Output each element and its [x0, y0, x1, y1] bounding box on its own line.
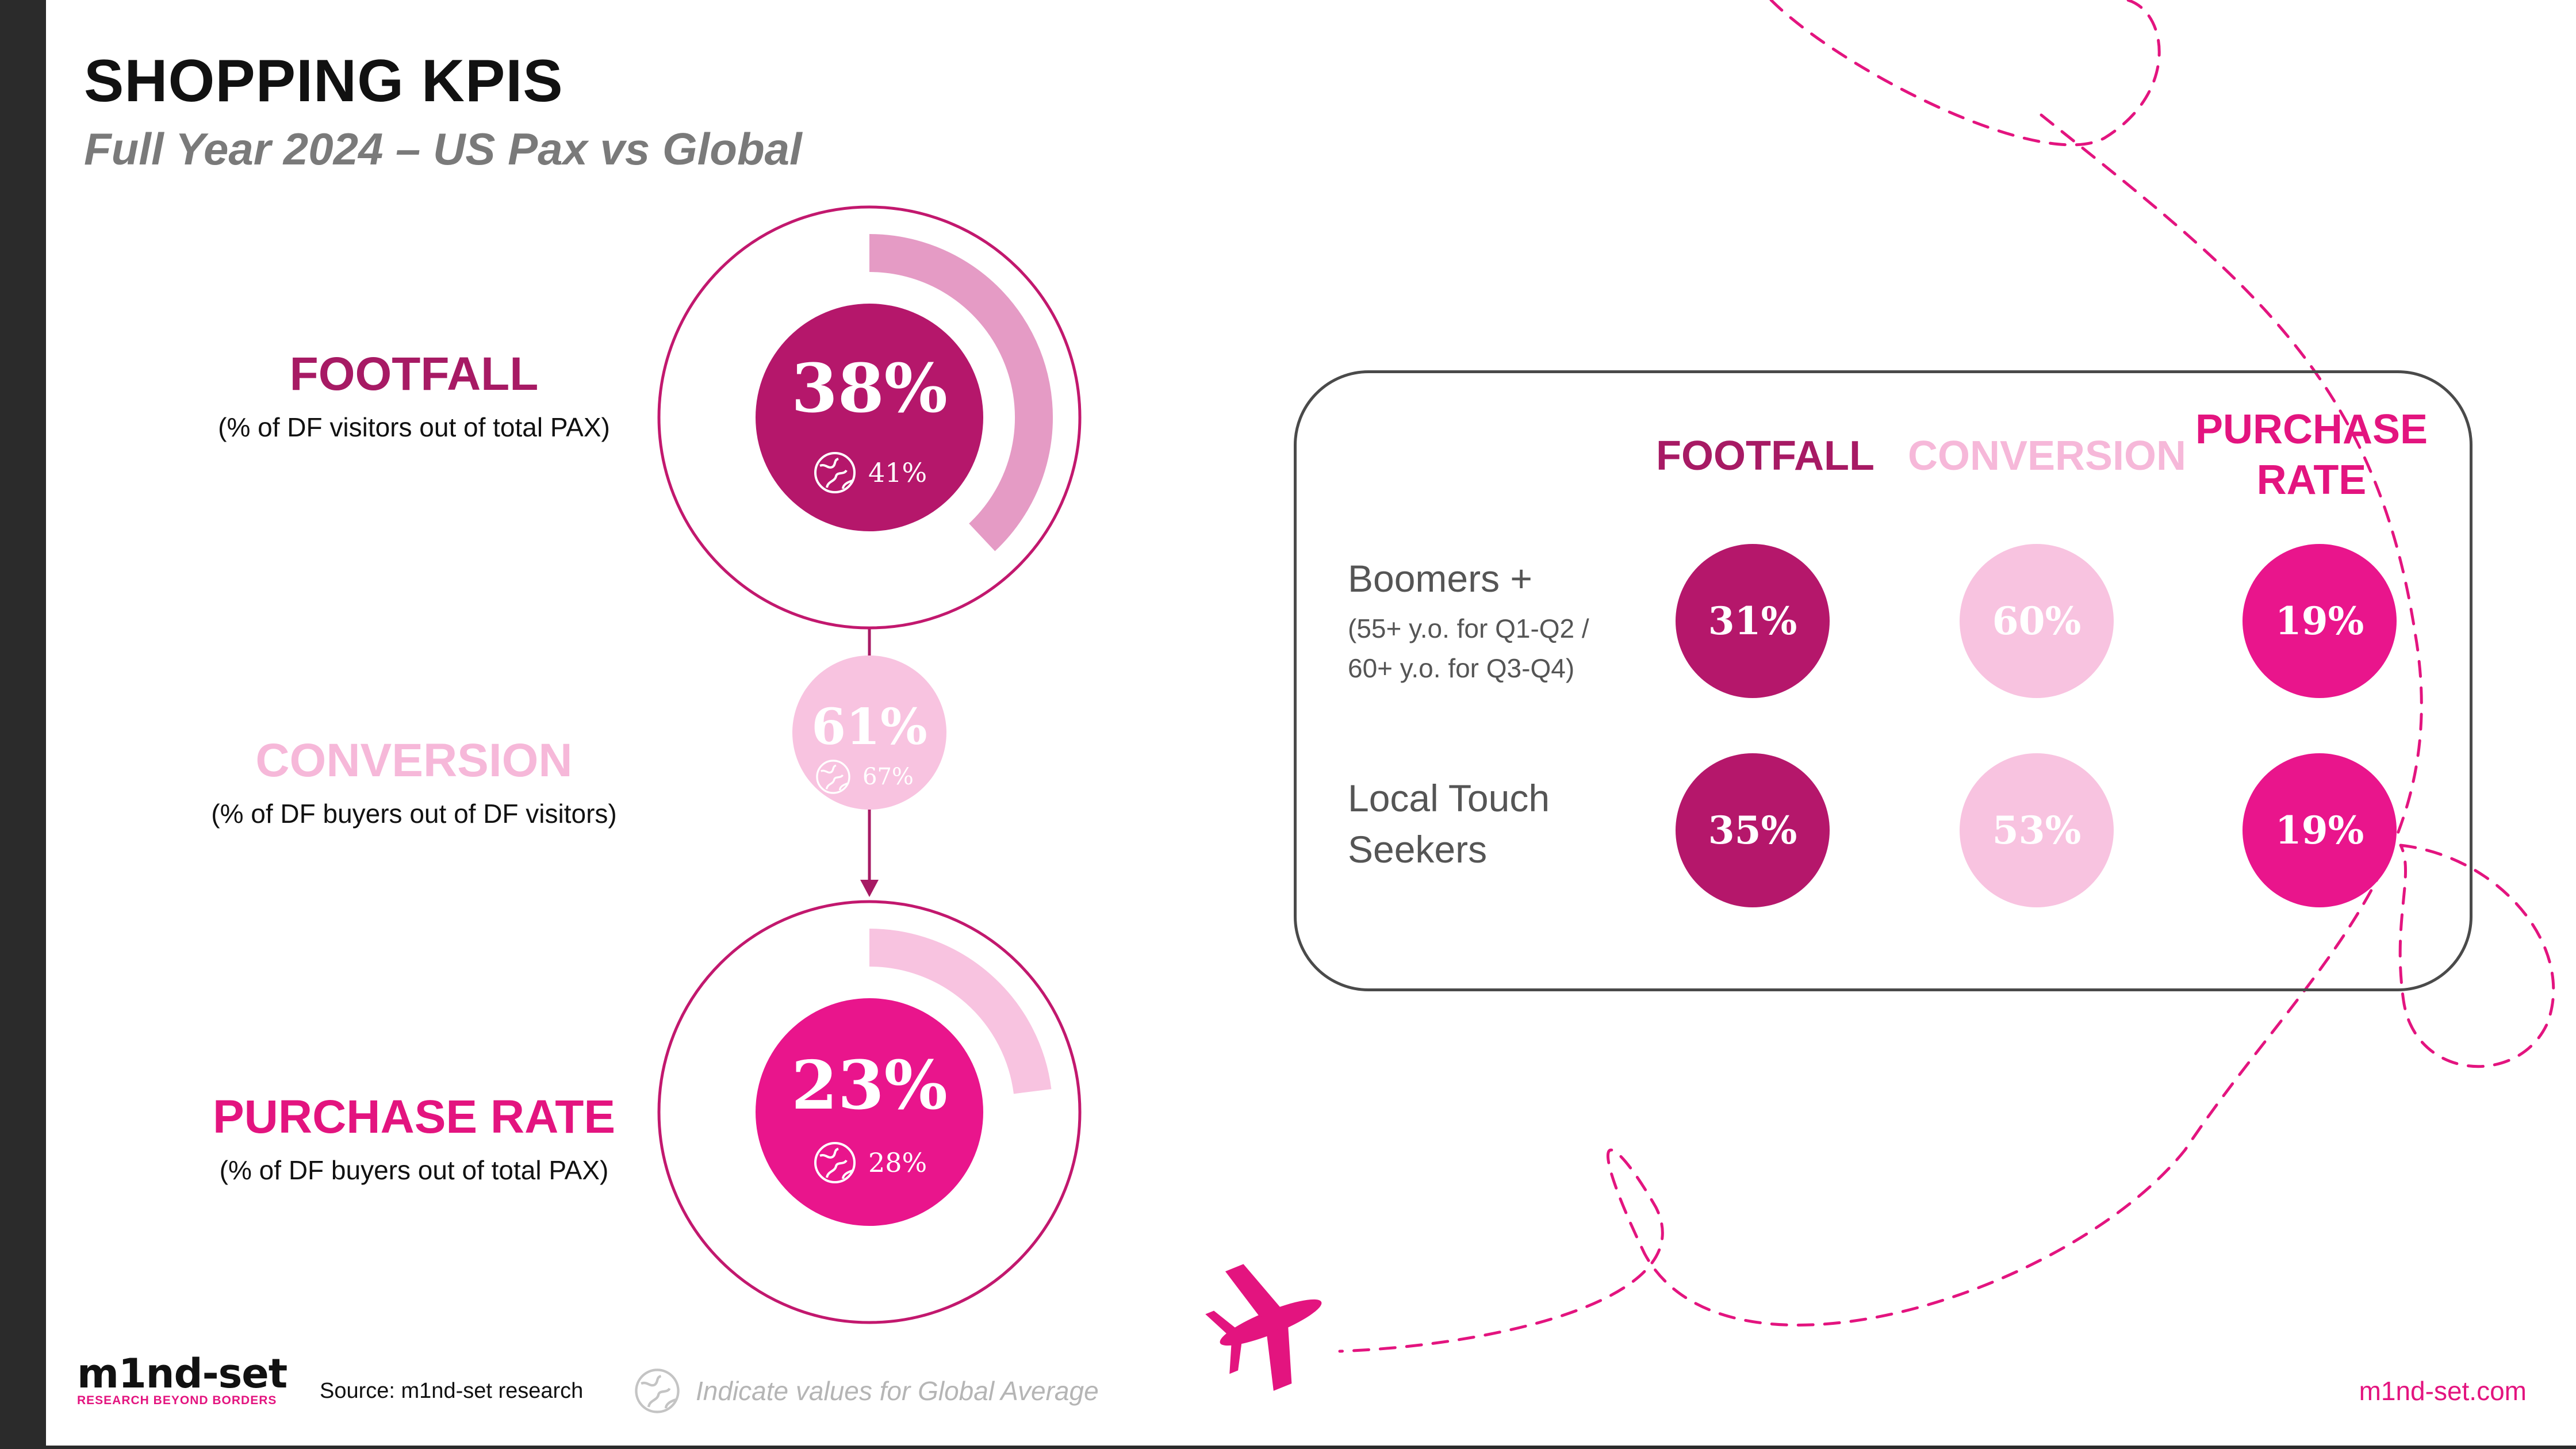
global-average-legend: Indicate values for Global Average — [632, 1366, 1099, 1416]
kpi-label-footfall: FOOTFALL (% of DF visitors out of total … — [126, 347, 702, 443]
website-link[interactable]: m1nd-set.com — [2359, 1376, 2527, 1406]
global-value-text: 41% — [868, 457, 927, 488]
bottom-edge-line — [46, 1446, 2576, 1449]
kpi-description: (% of DF buyers out of total PAX) — [219, 1155, 609, 1185]
kpi-name: CONVERSION — [255, 734, 573, 787]
row-title: Boomers + — [1348, 557, 1532, 600]
globe-icon — [814, 1142, 856, 1183]
row-subtitle-line-1: (55+ y.o. for Q1-Q2 / — [1348, 614, 1589, 644]
table-cell-local-touch-footfall: 35% — [1676, 753, 1830, 907]
table-cell-boomers-conversion: 60% — [1960, 544, 2114, 698]
purchase-rate-global: 28% — [812, 1140, 927, 1186]
footfall-ring-outline — [657, 205, 1082, 630]
footfall-progress-arc — [869, 234, 1053, 551]
row-title-line-2: Seekers — [1348, 828, 1488, 871]
purchase-rate-value: 23% — [791, 1046, 948, 1125]
row-title-line-1: Local Touch — [1348, 777, 1550, 819]
purchase-rate-progress-arc — [869, 929, 1052, 1094]
footfall-value-circle — [756, 304, 983, 531]
table-cell-local-touch-purchase-rate: 19% — [2242, 753, 2397, 907]
kpi-name: FOOTFALL — [289, 348, 539, 400]
table-cell-boomers-purchase-rate: 19% — [2242, 544, 2397, 698]
row-label-local-touch-seekers: Local Touch Seekers — [1348, 773, 1550, 875]
brand-logo: m1nd-set RESEARCH BEYOND BORDERS — [77, 1350, 288, 1408]
left-edge-bar — [0, 0, 46, 1449]
kpi-label-purchase-rate: PURCHASE RATE (% of DF buyers out of tot… — [126, 1090, 702, 1186]
row-label-boomers: Boomers + (55+ y.o. for Q1-Q2 / 60+ y.o.… — [1348, 553, 1589, 688]
page-title: SHOPPING KPIS — [84, 48, 564, 114]
kpi-description: (% of DF buyers out of DF visitors) — [211, 799, 617, 829]
row-subtitle-line-2: 60+ y.o. for Q3-Q4) — [1348, 653, 1575, 684]
kpi-name: PURCHASE RATE — [212, 1091, 616, 1143]
page-subtitle: Full Year 2024 – US Pax vs Global — [84, 124, 802, 174]
globe-icon — [814, 452, 856, 493]
kpi-label-conversion: CONVERSION (% of DF buyers out of DF vis… — [126, 734, 702, 829]
table-cell-local-touch-conversion: 53% — [1960, 753, 2114, 907]
globe-icon — [816, 760, 850, 794]
footfall-value: 38% — [791, 350, 948, 428]
table-cell-boomers-footfall: 31% — [1676, 544, 1830, 698]
logo-tagline: RESEARCH BEYOND BORDERS — [77, 1394, 277, 1407]
conversion-value-circle — [792, 656, 946, 810]
global-value-text: 67% — [862, 764, 914, 790]
purchase-rate-ring-outline — [657, 900, 1082, 1324]
segments-panel — [1294, 370, 2472, 991]
global-value-text: 28% — [868, 1147, 927, 1178]
purchase-rate-value-circle — [756, 998, 983, 1226]
dashed-flight-path — [1338, 113, 2423, 1353]
airplane-icon — [1205, 1264, 1322, 1391]
column-header-conversion: CONVERSION — [1907, 433, 2187, 479]
kpi-description: (% of DF visitors out of total PAX) — [218, 412, 610, 442]
source-note: Source: m1nd-set research — [320, 1379, 584, 1403]
footfall-global: 41% — [812, 450, 927, 496]
column-header-footfall: FOOTFALL — [1656, 433, 1874, 479]
conversion-value: 61% — [811, 698, 927, 756]
logo-wordmark: m1nd-set — [77, 1350, 288, 1397]
legend-text: Indicate values for Global Average — [696, 1376, 1099, 1406]
dashed-flight-path — [1769, 0, 2161, 147]
conversion-global: 67% — [814, 758, 914, 796]
column-header-purchase-rate: PURCHASE RATE — [2195, 407, 2428, 503]
connector-arrowhead — [860, 880, 879, 897]
globe-icon — [635, 1368, 680, 1413]
